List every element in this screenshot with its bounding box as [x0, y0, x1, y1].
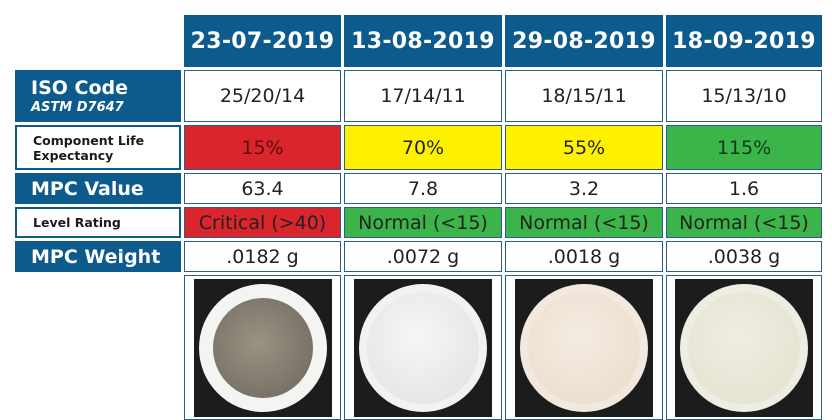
life-expectancy-line2: Expectancy — [33, 147, 114, 163]
patch-image-cell-2 — [344, 275, 502, 420]
mpc-value-1: 63.4 — [184, 173, 341, 204]
level-rating-label: Level Rating — [15, 207, 181, 238]
level-rating-value-4: Normal (<15) — [666, 207, 822, 238]
mpc-weight-value-2: .0072 g — [344, 241, 502, 272]
iso-code-title: ISO Code — [31, 77, 129, 99]
level-rating-value-2: Normal (<15) — [344, 207, 502, 238]
patch-image-cell-3 — [505, 275, 663, 420]
date-header-1: 23-07-2019 — [184, 15, 341, 67]
patch-disc-white — [367, 291, 479, 404]
iso-code-label: ISO Code ASTM D7647 — [15, 70, 181, 122]
oil-analysis-table: 23-07-2019 13-08-2019 29-08-2019 18-09-2… — [15, 15, 822, 420]
image-row-blank — [15, 275, 181, 420]
date-header-2: 13-08-2019 — [344, 15, 502, 67]
life-expectancy-line1: Component Life — [33, 132, 145, 148]
iso-code-value-4: 15/13/10 — [666, 70, 822, 122]
membrane-patch-image-3 — [515, 278, 653, 417]
patch-image-cell-4 — [666, 275, 822, 420]
patch-ring-2 — [359, 283, 487, 412]
mpc-weight-title: MPC Weight — [31, 245, 161, 268]
mpc-weight-label: MPC Weight — [15, 241, 181, 272]
life-expectancy-label: Component Life Expectancy — [15, 125, 181, 170]
mpc-value-2: 7.8 — [344, 173, 502, 204]
membrane-patch-image-2 — [354, 278, 492, 417]
patch-ring-3 — [520, 283, 648, 412]
mpc-value-title: MPC Value — [31, 177, 144, 200]
level-rating-title: Level Rating — [33, 215, 121, 230]
life-expectancy-value-3: 55% — [505, 125, 663, 170]
mpc-weight-value-4: .0038 g — [666, 241, 822, 272]
date-header-4: 18-09-2019 — [666, 15, 822, 67]
mpc-value-label: MPC Value — [15, 173, 181, 204]
mpc-value-3: 3.2 — [505, 173, 663, 204]
level-rating-value-1: Critical (>40) — [184, 207, 341, 238]
level-rating-value-3: Normal (<15) — [505, 207, 663, 238]
life-expectancy-value-1: 15% — [184, 125, 341, 170]
iso-code-standard: ASTM D7647 — [31, 100, 124, 115]
life-expectancy-value-2: 70% — [344, 125, 502, 170]
mpc-weight-value-1: .0182 g — [184, 241, 341, 272]
mpc-weight-value-3: .0018 g — [505, 241, 663, 272]
membrane-patch-image-1 — [193, 278, 332, 417]
corner-blank — [15, 15, 181, 67]
mpc-value-4: 1.6 — [666, 173, 822, 204]
patch-ring-4 — [680, 283, 808, 412]
patch-ring-1 — [198, 283, 327, 412]
iso-code-value-2: 17/14/11 — [344, 70, 502, 122]
date-header-3: 29-08-2019 — [505, 15, 663, 67]
patch-disc-cream — [528, 291, 640, 404]
membrane-patch-image-4 — [675, 278, 813, 417]
patch-image-cell-1 — [184, 275, 341, 420]
patch-disc-dark — [212, 297, 313, 398]
life-expectancy-value-4: 115% — [666, 125, 822, 170]
iso-code-value-3: 18/15/11 — [505, 70, 663, 122]
patch-disc-ivory — [688, 291, 800, 404]
iso-code-value-1: 25/20/14 — [184, 70, 341, 122]
